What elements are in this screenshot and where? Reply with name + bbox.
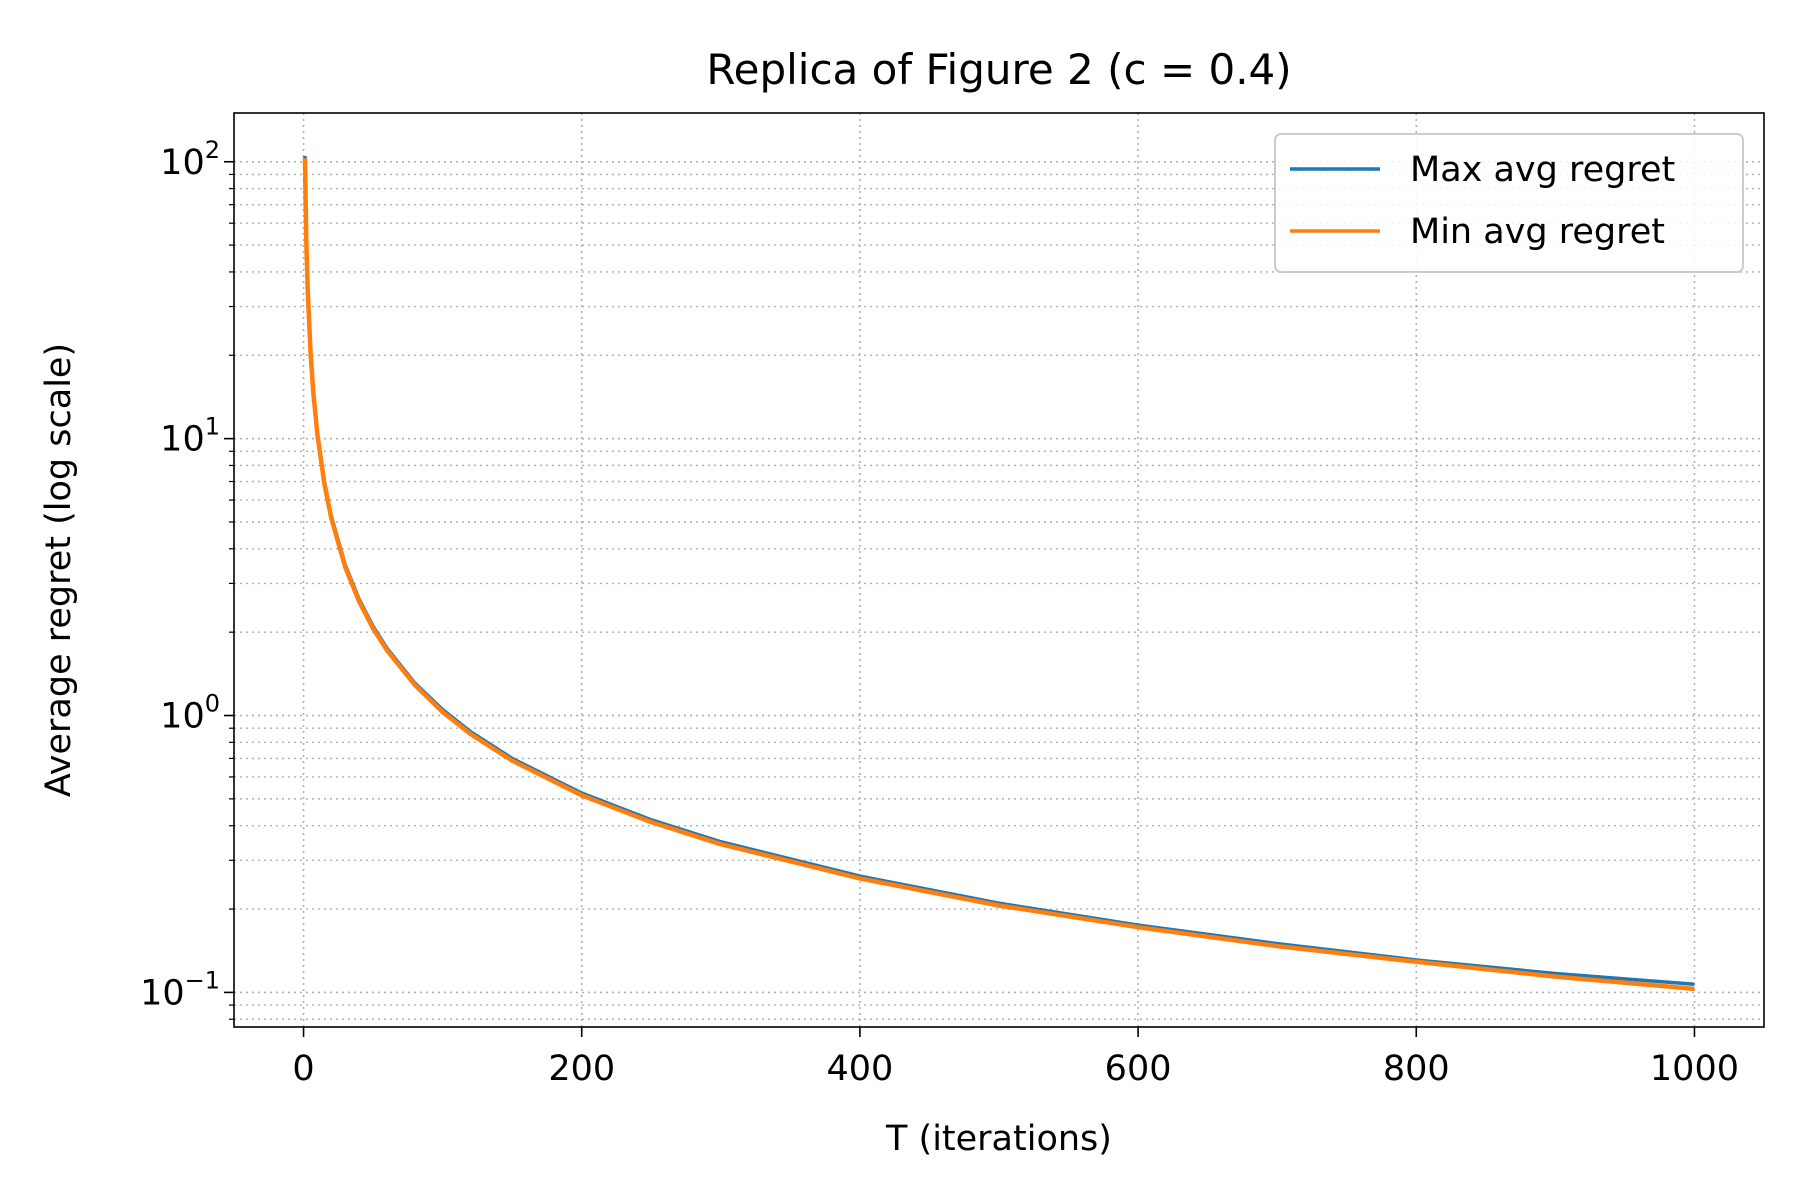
y-tick-label: 10−1 [140,966,220,1013]
legend-box [1274,133,1744,273]
legend: Max avg regret Min avg regret [1274,133,1744,273]
grid [234,113,1764,1027]
x-tick-label: 1000 [1650,1049,1739,1089]
series-line-min [302,158,1695,992]
chart-title: Replica of Figure 2 (c = 0.4) [706,45,1291,94]
x-tick-label: 800 [1383,1049,1450,1089]
series-line-max [303,155,1695,987]
x-tick-label: 200 [548,1049,615,1089]
y-tick-label: 101 [160,413,220,460]
x-tick-label: 600 [1105,1049,1172,1089]
x-tick-label: 400 [827,1049,894,1089]
y-tick-label: 100 [160,690,220,737]
y-axis: 10−1 100 101 102 [140,136,234,1020]
plot-area-frame [233,112,1765,1028]
x-tick-label: 0 [292,1049,314,1089]
x-axis: 0 200 400 600 800 1000 [292,1027,1739,1089]
y-tick-label: 102 [160,136,220,183]
series-lines [302,155,1695,992]
y-axis-label: Average regret (log scale) [39,343,79,797]
legend-label-max: Max avg regret [1410,150,1675,190]
x-axis-label: T (iterations) [885,1119,1112,1159]
legend-label-min: Min avg regret [1410,212,1665,252]
